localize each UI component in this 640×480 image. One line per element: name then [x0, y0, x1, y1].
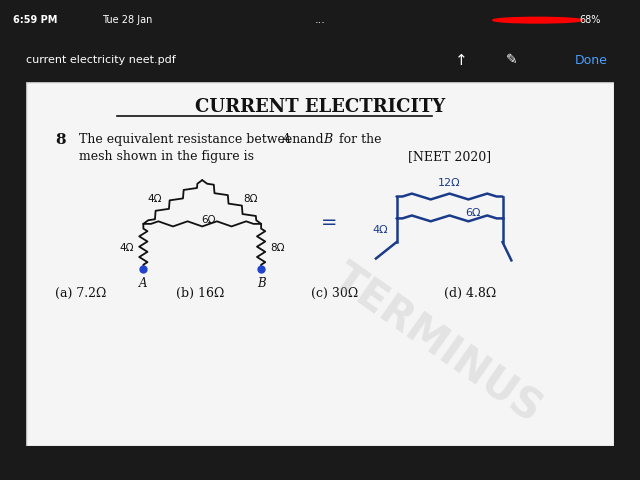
Text: for the: for the	[335, 133, 381, 146]
Text: =: =	[321, 213, 337, 231]
Text: A: A	[282, 133, 291, 146]
Text: 6Ω: 6Ω	[465, 208, 481, 217]
Text: 4Ω: 4Ω	[148, 194, 163, 204]
Text: mesh shown in the figure is: mesh shown in the figure is	[79, 150, 253, 163]
Text: ✎: ✎	[506, 53, 518, 68]
Circle shape	[493, 17, 582, 23]
Text: 68%: 68%	[579, 15, 600, 25]
Text: A: A	[139, 277, 148, 290]
FancyBboxPatch shape	[26, 82, 614, 446]
Text: 4Ω: 4Ω	[372, 225, 388, 235]
Text: 12Ω: 12Ω	[438, 179, 461, 189]
Text: 6:59 PM: 6:59 PM	[13, 15, 57, 25]
Text: B: B	[257, 277, 266, 290]
Text: ↑: ↑	[454, 53, 467, 68]
Text: 8Ω: 8Ω	[243, 194, 258, 204]
Text: [NEET 2020]: [NEET 2020]	[408, 150, 492, 163]
Text: TERMINUS: TERMINUS	[325, 257, 550, 432]
Text: Tue 28 Jan: Tue 28 Jan	[102, 15, 153, 25]
Text: B: B	[323, 133, 332, 146]
Text: CURRENT ELECTRICITY: CURRENT ELECTRICITY	[195, 98, 445, 116]
Text: and: and	[296, 133, 328, 146]
Text: (b) 16Ω: (b) 16Ω	[176, 287, 224, 300]
Text: 6Ω: 6Ω	[201, 215, 216, 225]
Text: ...: ...	[315, 15, 325, 25]
Text: (d) 4.8Ω: (d) 4.8Ω	[444, 287, 496, 300]
Text: (c) 30Ω: (c) 30Ω	[311, 287, 358, 300]
Text: (a) 7.2Ω: (a) 7.2Ω	[55, 287, 106, 300]
Text: 4Ω: 4Ω	[120, 242, 134, 252]
Text: Done: Done	[575, 54, 608, 67]
Text: 8Ω: 8Ω	[270, 242, 285, 252]
Text: 8: 8	[55, 133, 66, 147]
Text: The equivalent resistance between: The equivalent resistance between	[79, 133, 304, 146]
Text: current electricity neet.pdf: current electricity neet.pdf	[26, 56, 175, 65]
